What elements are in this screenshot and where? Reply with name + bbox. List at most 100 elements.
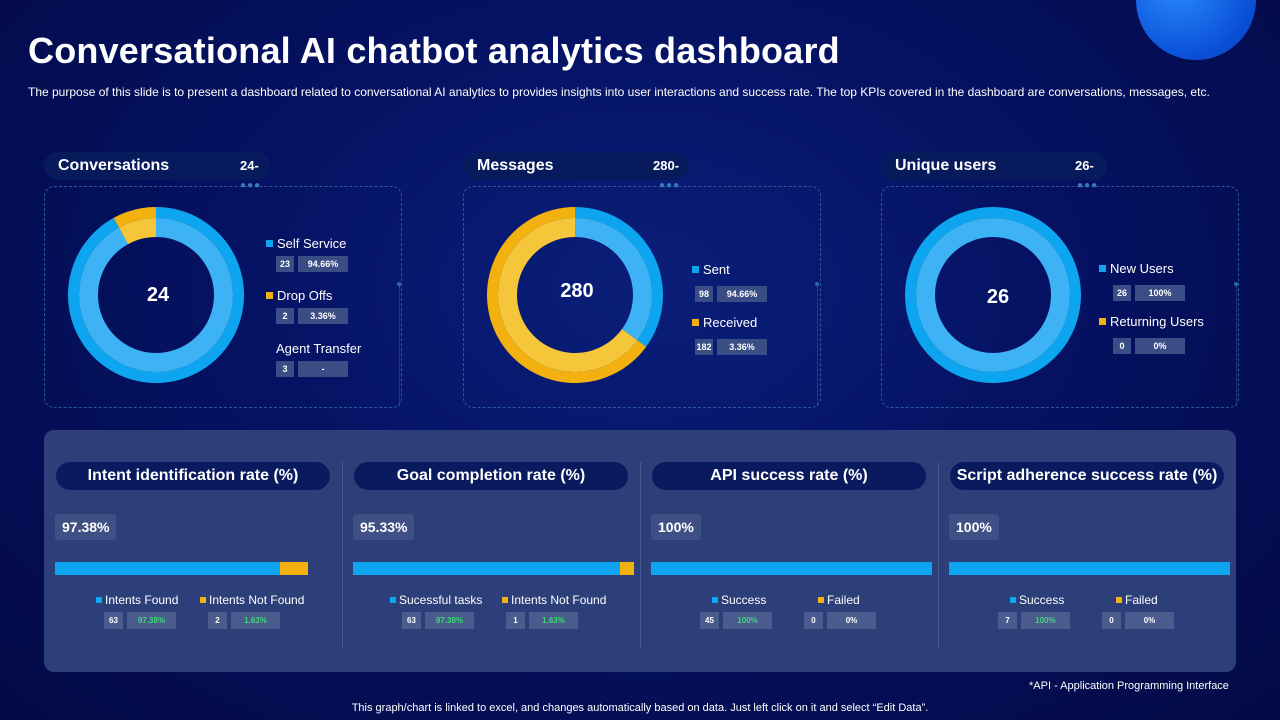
value-box: 182 xyxy=(695,339,713,355)
script-rate-title: Script adherence success rate (%) xyxy=(950,462,1224,490)
unique-users-header: Unique users 26- xyxy=(881,152,1107,180)
divider xyxy=(817,286,819,406)
percent-box: 94.66% xyxy=(298,256,348,272)
value-box: 63 xyxy=(402,612,421,629)
percent-box: 94.66% xyxy=(717,286,767,302)
intent-not-found-bar-fill xyxy=(280,562,308,575)
messages-center-value: 280 xyxy=(560,280,594,302)
percent-box: 3.36% xyxy=(717,339,767,355)
unique-users-title: Unique users xyxy=(895,157,997,174)
dots-decoration: ●●● xyxy=(1077,180,1099,191)
legend-swatch xyxy=(502,597,508,603)
legend-label: Sent xyxy=(703,262,730,277)
legend-label: Self Service xyxy=(277,236,347,251)
value-box: 0 xyxy=(804,612,823,629)
messages-title: Messages xyxy=(477,157,554,174)
conversations-card xyxy=(44,186,402,408)
legend-swatch xyxy=(692,319,699,326)
percent-box: 1.63% xyxy=(529,612,578,629)
script-success-bar-fill xyxy=(949,562,1230,575)
api-rate-title: API success rate (%) xyxy=(652,462,926,490)
legend-swatch xyxy=(692,266,699,273)
divider-dot xyxy=(815,282,819,286)
legend-label: Intents Not Found xyxy=(209,593,305,607)
intent-rate-title: Intent identification rate (%) xyxy=(56,462,330,490)
unique-users-header-value: 26- xyxy=(1075,158,1094,173)
panel-separator xyxy=(938,462,939,648)
legend-intents-found: Intents Found xyxy=(96,593,178,607)
messages-card xyxy=(463,186,821,408)
legend-swatch xyxy=(818,597,824,603)
legend-intents-not-found: Intents Not Found xyxy=(502,593,606,607)
panel-separator xyxy=(640,462,641,648)
legend-label: New Users xyxy=(1110,261,1174,276)
legend-sent: Sent xyxy=(692,262,730,277)
legend-swatch xyxy=(266,292,273,299)
value-box: 26 xyxy=(1113,285,1131,301)
legend-label: Failed xyxy=(827,593,860,607)
percent-box: 100% xyxy=(723,612,772,629)
percent-box: 97.38% xyxy=(425,612,474,629)
script-rate-bar[interactable] xyxy=(949,562,1230,575)
legend-returning-users: Returning Users xyxy=(1099,314,1204,329)
donut-slice-inner-new-users[interactable] xyxy=(916,218,1070,372)
conversations-title: Conversations xyxy=(58,157,170,174)
legend-agent-transfer: Agent Transfer xyxy=(276,341,361,356)
legend-label: Success xyxy=(721,593,767,607)
legend-intents-not-found: Intents Not Found xyxy=(200,593,304,607)
legend-swatch xyxy=(1116,597,1122,603)
conversations-header: Conversations 24- xyxy=(44,152,270,180)
legend-swatch xyxy=(1099,318,1106,325)
legend-label: Agent Transfer xyxy=(276,341,362,356)
conversations-donut[interactable] xyxy=(68,207,244,383)
legend-swatch xyxy=(266,240,273,247)
api-footnote: *API - Application Programming Interface xyxy=(1029,680,1229,692)
value-box: 98 xyxy=(695,286,713,302)
donut-slice-drop-offs[interactable] xyxy=(113,207,156,228)
legend-label: Sucessful tasks xyxy=(399,593,483,607)
unique-users-donut[interactable] xyxy=(905,207,1081,383)
value-box: 3 xyxy=(276,361,294,377)
api-rate-bar[interactable] xyxy=(651,562,932,575)
legend-swatch xyxy=(200,597,206,603)
legend-new-users: New Users xyxy=(1099,261,1174,276)
conversations-center-value: 24 xyxy=(146,284,170,306)
panel-separator xyxy=(342,462,343,648)
percent-box: 97.38% xyxy=(127,612,176,629)
donut-slice-new-users[interactable] xyxy=(905,207,1081,383)
donut-slice-inner-sent[interactable] xyxy=(575,218,652,341)
donut-slice-sent[interactable] xyxy=(575,207,663,347)
legend-drop-offs: Drop Offs xyxy=(266,288,332,303)
legend-swatch xyxy=(96,597,102,603)
value-box: 63 xyxy=(104,612,123,629)
percent-box: - xyxy=(298,361,348,377)
goal-rate-title: Goal completion rate (%) xyxy=(354,462,628,490)
legend-success: Success xyxy=(1010,593,1064,607)
page-title: Conversational AI chatbot analytics dash… xyxy=(28,30,840,71)
conversations-header-value: 24- xyxy=(240,158,259,173)
legend-swatch xyxy=(712,597,718,603)
donut-slice-inner-drop-offs[interactable] xyxy=(118,218,156,245)
messages-donut[interactable] xyxy=(487,207,663,383)
value-box: 0 xyxy=(1113,338,1131,354)
intent-rate-bar[interactable] xyxy=(55,562,308,575)
messages-header: Messages 280- xyxy=(463,152,689,180)
api-rate-value: 100% xyxy=(651,514,701,540)
dots-decoration: ●●● xyxy=(659,180,681,191)
value-box: 2 xyxy=(276,308,294,324)
legend-failed: Failed xyxy=(818,593,860,607)
unique-users-card xyxy=(881,186,1239,408)
successful-tasks-bar-fill xyxy=(353,562,620,575)
decorative-circle xyxy=(1136,0,1256,60)
legend-label: Success xyxy=(1019,593,1065,607)
value-box: 0 xyxy=(1102,612,1121,629)
legend-swatch xyxy=(390,597,396,603)
goal-rate-value: 95.33% xyxy=(353,514,415,540)
divider xyxy=(1236,286,1238,406)
goal-rate-bar[interactable] xyxy=(353,562,634,575)
legend-label: Received xyxy=(703,315,758,330)
percent-box: 0% xyxy=(827,612,876,629)
unique-users-center-value: 26 xyxy=(986,286,1010,308)
messages-header-value: 280- xyxy=(653,158,680,173)
page-subtitle: The purpose of this slide is to present … xyxy=(28,85,1210,99)
